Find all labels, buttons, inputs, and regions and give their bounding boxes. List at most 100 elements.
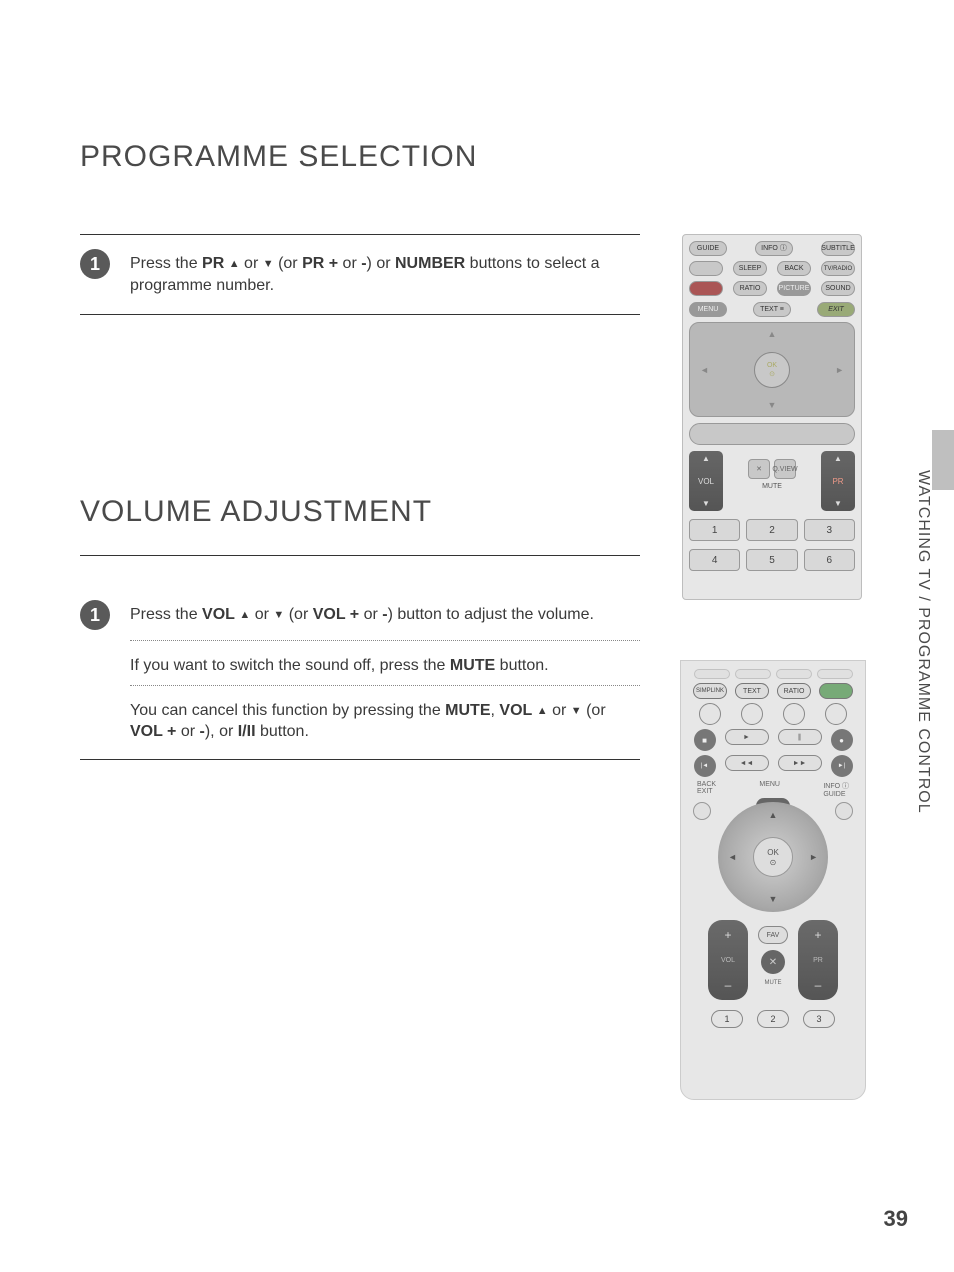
mute-label: MUTE	[762, 483, 782, 490]
side-tab-label: WATCHING TV / PROGRAMME CONTROL	[914, 470, 932, 814]
txt: (or	[582, 702, 606, 719]
txt: button.	[495, 657, 548, 674]
plus-icon: +	[724, 928, 731, 942]
guide-label: GUIDE	[823, 791, 845, 798]
rec-button: ●	[831, 729, 853, 751]
num-5: 5	[746, 549, 797, 571]
sound-button: SOUND	[821, 281, 855, 296]
dot-icon: ⊙	[769, 370, 775, 378]
exit-label: EXIT	[697, 788, 713, 795]
num-1: 1	[689, 519, 740, 541]
pr-plus: PR +	[302, 255, 338, 272]
up-icon: ▲	[834, 454, 842, 463]
num-1: 1	[711, 1010, 743, 1028]
stop-button: ■	[694, 729, 716, 751]
info-label: INFO ⓘ	[823, 783, 849, 790]
number-label: NUMBER	[395, 255, 465, 272]
ok-button: OK ⊙	[754, 352, 790, 388]
txt: ) button to adjust the volume.	[388, 606, 594, 623]
num-2: 2	[746, 519, 797, 541]
down-icon: ▼	[702, 499, 710, 508]
remote-illustration-2: SIMPLINK TEXT RATIO ■ ► ∥ ● |◄ ◄◄ ►► ►| …	[680, 660, 866, 1100]
menu-button: MENU	[689, 302, 727, 317]
down-arrow-icon: ▼	[768, 400, 777, 410]
pr-rocker: + PR –	[798, 920, 838, 1000]
blank-button	[689, 261, 723, 276]
left-arrow-icon: ◄	[728, 852, 737, 862]
dot-icon: ⊙	[770, 858, 777, 867]
picture-button: PICTURE	[777, 281, 811, 296]
mute-button: ✕	[761, 950, 785, 974]
ratio-button: RATIO	[733, 281, 767, 296]
up-arrow-icon: ▲	[768, 329, 777, 339]
color-button	[689, 281, 723, 296]
txt: (or	[284, 606, 312, 623]
dpad: ▲ ▼ ◄ ► OK ⊙	[689, 322, 855, 417]
pr-label: PR	[832, 477, 843, 486]
vol-rocker: ▲ VOL ▼	[689, 451, 723, 511]
dpad-area: ▲ ▼ ◄ ► OK ⊙	[693, 802, 853, 912]
txt: ), or	[205, 723, 238, 740]
up-glyph: ▲	[537, 704, 548, 719]
ff-button: ►►	[778, 755, 822, 771]
color-circle	[783, 703, 805, 725]
up-glyph: ▲	[229, 257, 240, 272]
down-glyph: ▼	[263, 257, 274, 272]
num-3: 3	[803, 1010, 835, 1028]
txt: If you want to switch the sound off, pre…	[130, 657, 450, 674]
txt: You can cancel this function by pressing…	[130, 702, 445, 719]
programme-step-1: 1 Press the PR ▲ or ▼ (or PR + or -) or …	[80, 234, 640, 315]
page-number: 39	[884, 1206, 908, 1232]
guide-button: GUIDE	[689, 241, 727, 256]
tvradio-button: TV/RADIO	[821, 261, 855, 276]
step-badge: 1	[80, 249, 110, 279]
programme-step-text: Press the PR ▲ or ▼ (or PR + or -) or NU…	[130, 249, 640, 296]
left-arrow-icon: ◄	[700, 365, 709, 375]
partial-btn	[776, 669, 812, 679]
mute-label: MUTE	[765, 980, 782, 986]
volume-step-text-3: You can cancel this function by pressing…	[130, 685, 640, 743]
partial-btn	[735, 669, 771, 679]
right-arrow-icon: ►	[835, 365, 844, 375]
pr-label: PR	[202, 255, 224, 272]
rew-button: ◄◄	[725, 755, 769, 771]
ok-label: OK	[767, 362, 777, 369]
txt: button.	[256, 723, 309, 740]
txt: or	[548, 702, 571, 719]
partial-btn	[817, 669, 853, 679]
num-4: 4	[689, 549, 740, 571]
vol-label: VOL	[499, 702, 532, 719]
vol-rocker: + VOL –	[708, 920, 748, 1000]
num-6: 6	[804, 549, 855, 571]
play-button: ►	[725, 729, 769, 745]
pr-rocker: ▲ PR ▼	[821, 451, 855, 511]
minus-icon: –	[815, 978, 822, 992]
volume-step-text-1: Press the VOL ▲ or ▼ (or VOL + or -) but…	[130, 600, 640, 626]
volume-adjustment-title: VOLUME ADJUSTMENT	[80, 495, 640, 556]
pill-button	[689, 423, 855, 445]
partial-btn	[694, 669, 730, 679]
vol-label: VOL	[202, 606, 235, 623]
down-icon: ▼	[834, 499, 842, 508]
txt: (or	[274, 255, 302, 272]
programme-selection-title: PROGRAMME SELECTION	[80, 140, 640, 174]
text-button: TEXT ≡	[753, 302, 791, 317]
txt: or	[338, 255, 361, 272]
back-exit-button	[693, 802, 711, 820]
i-ii-label: I/II	[238, 723, 256, 740]
vol-plus: VOL +	[130, 723, 176, 740]
ok-label: OK	[767, 848, 779, 857]
txt: ) or	[367, 255, 395, 272]
simplink-button: SIMPLINK	[693, 683, 727, 699]
ratio-button: RATIO	[777, 683, 811, 699]
mid-col: FAV ✕ MUTE	[758, 920, 788, 986]
vol-pr-row: + VOL – FAV ✕ MUTE + PR –	[693, 920, 853, 1000]
txt: Press the	[130, 606, 202, 623]
side-tab-shade	[932, 430, 954, 490]
color-circle	[825, 703, 847, 725]
pause-button: ∥	[778, 729, 822, 745]
main-column: PROGRAMME SELECTION 1 Press the PR ▲ or …	[80, 140, 640, 760]
vol-pr-row: ▲ VOL ▼ ✕ Q.VIEW MUTE ▲ PR ▼	[689, 451, 855, 511]
green-button	[819, 683, 853, 699]
up-arrow-icon: ▲	[769, 810, 778, 820]
